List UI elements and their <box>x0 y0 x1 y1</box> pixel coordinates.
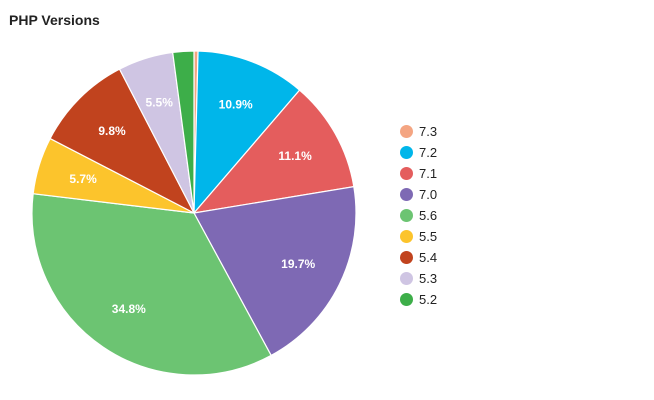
legend-item-5-6[interactable]: 5.6 <box>400 205 437 226</box>
legend-label: 5.4 <box>419 250 438 265</box>
legend-label: 7.2 <box>419 145 438 160</box>
pie-slice-5-2[interactable] <box>172 50 195 214</box>
legend-label: 7.0 <box>419 187 438 202</box>
legend-item-5-2[interactable]: 5.2 <box>400 289 437 310</box>
legend-swatch <box>400 230 413 243</box>
legend-item-7-0[interactable]: 7.0 <box>400 184 437 205</box>
legend-swatch <box>400 188 413 201</box>
legend-item-5-4[interactable]: 5.4 <box>400 247 437 268</box>
legend-item-7-2[interactable]: 7.2 <box>400 142 437 163</box>
legend-item-5-3[interactable]: 5.3 <box>400 268 437 289</box>
legend-item-7-1[interactable]: 7.1 <box>400 163 437 184</box>
legend-label: 5.6 <box>419 208 438 223</box>
pie-slice-7-0[interactable] <box>193 185 357 357</box>
legend-swatch <box>400 146 413 159</box>
legend: 7.3 7.2 7.1 7.0 5.6 5.5 5.4 5.3 5.2 <box>400 121 437 310</box>
legend-label: 5.5 <box>419 229 438 244</box>
legend-swatch <box>400 251 413 264</box>
data-label-5-5: 5.7% <box>69 172 97 186</box>
data-label-7-2: 10.9% <box>219 98 253 112</box>
data-label-5-3: 5.5% <box>146 95 174 109</box>
legend-swatch <box>400 209 413 222</box>
data-label-5-6: 34.8% <box>112 302 146 316</box>
legend-swatch <box>400 125 413 138</box>
legend-label: 5.3 <box>419 271 438 286</box>
pie-slice-5-6[interactable] <box>31 193 272 376</box>
legend-item-7-3[interactable]: 7.3 <box>400 121 437 142</box>
legend-swatch <box>400 167 413 180</box>
legend-label: 7.1 <box>419 166 438 181</box>
data-label-7-0: 19.7% <box>281 257 315 271</box>
legend-label: 5.2 <box>419 292 438 307</box>
legend-label: 7.3 <box>419 124 438 139</box>
legend-swatch <box>400 293 413 306</box>
legend-swatch <box>400 272 413 285</box>
data-label-7-1: 11.1% <box>278 149 312 163</box>
chart-title: PHP Versions <box>9 12 100 28</box>
pie-slice-7-1[interactable] <box>192 89 355 214</box>
pie-slice-7-2[interactable] <box>193 50 301 215</box>
data-label-5-4: 9.8% <box>98 124 126 138</box>
legend-item-5-5[interactable]: 5.5 <box>400 226 437 247</box>
pie-slice-5-4[interactable] <box>49 68 196 215</box>
